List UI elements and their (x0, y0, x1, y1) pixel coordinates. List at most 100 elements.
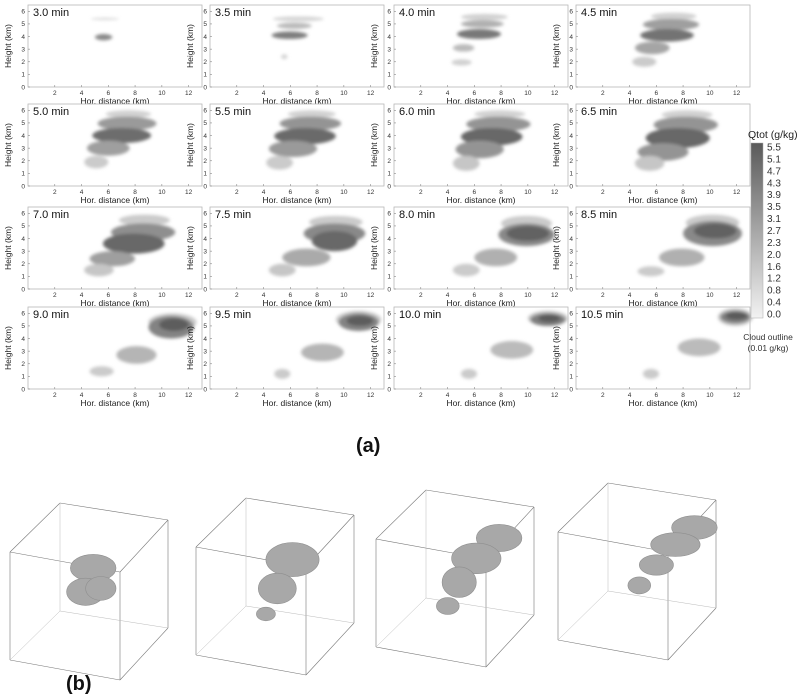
cloud-outline-label: Cloud outline (743, 332, 793, 342)
y-tick-label: 0 (387, 84, 391, 91)
box-edge (245, 497, 355, 516)
qtot-cell (346, 315, 374, 326)
y-axis-label: Height (km) (185, 24, 195, 68)
y-tick-label: 3 (21, 248, 25, 255)
x-tick-label: 6 (288, 90, 292, 97)
x-tick-label: 12 (551, 189, 559, 196)
y-tick-label: 0 (387, 386, 391, 393)
colorbar-tick-label: 3.1 (767, 214, 781, 225)
x-tick-label: 12 (367, 90, 375, 97)
cloud-surface (70, 554, 117, 582)
x-tick-label: 4 (80, 292, 84, 299)
x-tick-label: 4 (80, 90, 84, 97)
y-tick-label: 4 (387, 236, 391, 243)
x-tick-label: 10 (706, 189, 714, 196)
qtot-cell (272, 16, 324, 22)
y-tick-label: 6 (569, 9, 573, 16)
panel-time-label: 4.5 min (581, 7, 617, 19)
y-tick-label: 2 (387, 158, 391, 165)
y-axis-label: Height (km) (3, 326, 13, 370)
x-tick-label: 12 (185, 292, 193, 299)
x-axis-label: Hor. distance (km) (263, 398, 332, 408)
qtot-cell (268, 140, 318, 157)
qtot-cell (642, 368, 659, 379)
qtot-cell (677, 338, 721, 357)
x-tick-label: 6 (106, 292, 110, 299)
qtot-cell (456, 28, 502, 40)
qtot-cell (84, 263, 114, 277)
y-axis-label: Height (km) (551, 123, 561, 167)
x-tick-label: 2 (53, 292, 57, 299)
qtot-cell (89, 251, 136, 267)
x-tick-label: 2 (53, 90, 57, 97)
y-tick-label: 4 (203, 133, 207, 140)
x-tick-label: 2 (419, 292, 423, 299)
x-tick-label: 10 (524, 189, 532, 196)
qtot-cell (474, 110, 526, 118)
y-tick-label: 5 (21, 120, 25, 127)
y-tick-label: 1 (203, 374, 207, 381)
x-tick-label: 4 (262, 392, 266, 399)
x-tick-label: 2 (53, 189, 57, 196)
y-tick-label: 4 (387, 133, 391, 140)
x-tick-label: 12 (367, 189, 375, 196)
qtot-cell (119, 214, 170, 226)
y-tick-label: 6 (21, 9, 25, 16)
cloud (634, 110, 718, 171)
cloud (642, 308, 753, 379)
y-tick-label: 5 (569, 120, 573, 127)
y-tick-label: 2 (387, 361, 391, 368)
panel-time-label: 9.5 min (215, 309, 251, 321)
x-tick-label: 6 (654, 90, 658, 97)
x-axis-label: Hor. distance (km) (629, 398, 698, 408)
y-tick-label: 1 (21, 72, 25, 79)
y-tick-label: 3 (203, 145, 207, 152)
panel-time-label: 9.0 min (33, 309, 69, 321)
cloud (84, 110, 157, 169)
y-axis-label: Height (km) (369, 226, 379, 270)
x-tick-label: 8 (133, 292, 137, 299)
box-edge (557, 639, 669, 661)
x-tick-label: 4 (262, 189, 266, 196)
colorbar-tick-label: 0.0 (767, 310, 781, 321)
box-edge (305, 622, 355, 676)
cloud (84, 214, 176, 277)
colorbar-tick-label: 4.3 (767, 178, 781, 189)
box-edge (607, 482, 717, 501)
y-tick-label: 1 (203, 72, 207, 79)
x-tick-label: 4 (628, 292, 632, 299)
cloud-surface (436, 597, 460, 615)
cloud-surface (441, 566, 477, 598)
colorbar-tick-label: 0.4 (767, 298, 781, 309)
y-tick-label: 3 (387, 348, 391, 355)
x-axis-label: Hor. distance (km) (81, 398, 150, 408)
y-tick-label: 1 (21, 171, 25, 178)
x-tick-label: 6 (288, 189, 292, 196)
x-tick-label: 8 (681, 392, 685, 399)
box-edge (195, 605, 247, 656)
y-tick-label: 1 (569, 72, 573, 79)
qtot-cell (452, 263, 480, 277)
x-tick-label: 6 (472, 90, 476, 97)
box-edge (557, 531, 669, 553)
cloud (452, 215, 555, 277)
y-tick-label: 3 (203, 46, 207, 53)
y-tick-label: 4 (21, 236, 25, 243)
y-tick-label: 6 (387, 211, 391, 218)
cloud (89, 313, 197, 377)
qtot-cell (92, 127, 152, 144)
y-tick-label: 6 (203, 311, 207, 318)
x-tick-label: 10 (524, 392, 532, 399)
box-edge (9, 659, 121, 681)
y-axis-label: Height (km) (551, 24, 561, 68)
panel-time-label: 10.0 min (399, 309, 441, 321)
x-tick-label: 2 (235, 189, 239, 196)
x-tick-label: 2 (235, 292, 239, 299)
y-tick-label: 2 (203, 261, 207, 268)
y-tick-label: 2 (21, 361, 25, 368)
x-tick-label: 10 (706, 392, 714, 399)
